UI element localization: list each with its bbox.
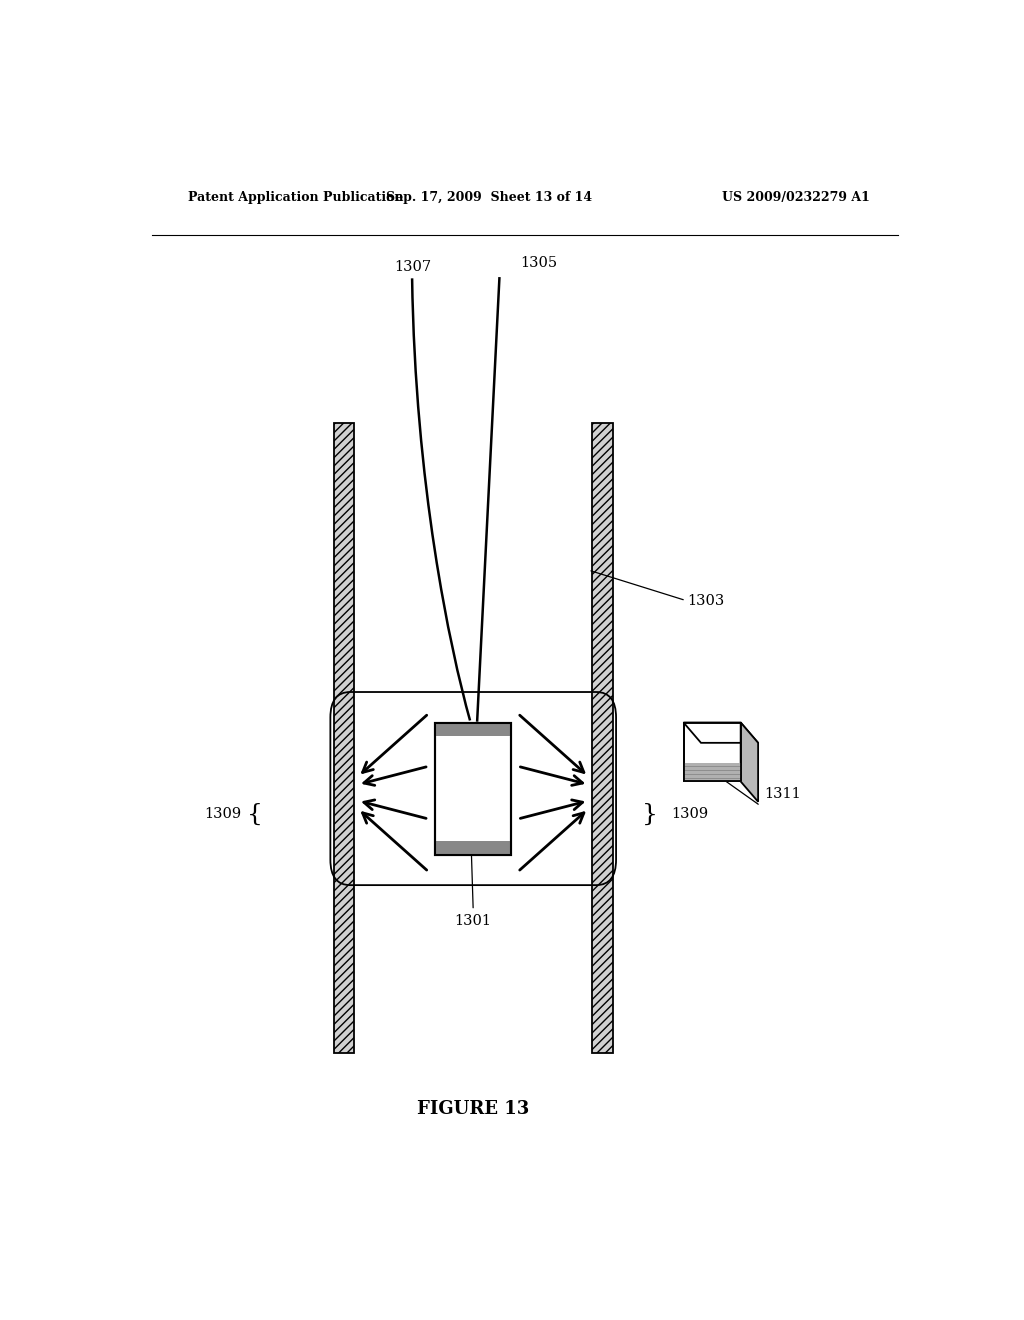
Text: 1307: 1307 [394,260,432,275]
Bar [684,722,740,781]
Polygon shape [740,722,758,801]
Bar [592,422,613,1053]
Bar [435,722,511,854]
Bar [334,422,354,1053]
Text: FIGURE 13: FIGURE 13 [417,1100,529,1118]
Text: 1301: 1301 [455,913,492,928]
Text: Sep. 17, 2009  Sheet 13 of 14: Sep. 17, 2009 Sheet 13 of 14 [386,191,592,203]
Bar [684,722,740,781]
Text: 1309: 1309 [205,807,242,821]
Bar [435,722,511,854]
Text: Patent Application Publication: Patent Application Publication [187,191,403,203]
Text: 1305: 1305 [520,256,557,271]
Text: 1311: 1311 [765,787,801,801]
Text: {: { [247,803,263,825]
Bar [435,841,511,854]
Text: US 2009/0232279 A1: US 2009/0232279 A1 [722,191,870,203]
Bar [435,722,511,735]
Text: 1303: 1303 [687,594,725,607]
Text: 1309: 1309 [672,807,709,821]
Bar [684,763,740,781]
Polygon shape [684,722,758,743]
Text: }: } [641,803,657,825]
